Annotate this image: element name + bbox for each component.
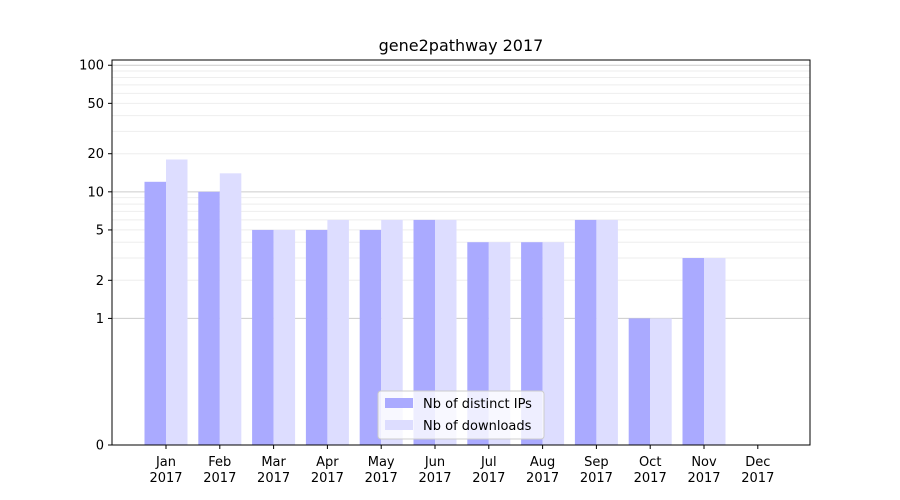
plot-frame	[111, 59, 811, 446]
bar-distinct-ips-nov	[682, 258, 704, 445]
bar-downloads-jan	[166, 159, 188, 445]
x-tick-label-month: Jul	[480, 455, 497, 470]
x-axis: Jan2017Feb2017Mar2017Apr2017May2017Jun20…	[149, 445, 774, 486]
bar-distinct-ips-jun	[413, 219, 435, 445]
x-tick-label-year: 2017	[365, 471, 398, 486]
x-tick-label-year: 2017	[526, 471, 559, 486]
legend-swatch-distinct-ips	[385, 398, 413, 408]
x-tick-label-month: Dec	[745, 455, 770, 470]
x-tick-label-month: May	[368, 455, 395, 470]
x-tick-label-month: Jan	[155, 455, 176, 470]
bar-downloads-sep	[596, 219, 618, 445]
bar-distinct-ips-mar	[252, 229, 274, 445]
bar-downloads-may	[381, 219, 403, 445]
x-tick-label-month: Sep	[584, 455, 609, 470]
legend-box	[377, 390, 545, 440]
bar-downloads-nov	[704, 258, 726, 445]
x-tick-label-year: 2017	[634, 471, 667, 486]
x-tick-label-month: Oct	[639, 455, 661, 470]
x-tick-label-month: Nov	[691, 455, 717, 470]
x-tick-label-year: 2017	[472, 471, 505, 486]
y-tick-label: 100	[79, 59, 104, 74]
bar-distinct-ips-apr	[305, 229, 328, 445]
y-tick-label: 1	[96, 312, 104, 327]
bar-distinct-ips-feb	[198, 191, 220, 445]
x-tick-label-year: 2017	[580, 471, 613, 486]
bar-downloads-oct	[650, 318, 672, 445]
bar-downloads-aug	[542, 242, 565, 445]
x-tick-label-year: 2017	[257, 471, 290, 486]
bar-distinct-ips-oct	[628, 318, 651, 445]
bar-downloads-feb	[219, 173, 242, 445]
y-tick-label: 10	[87, 185, 104, 200]
x-tick-label-year: 2017	[149, 471, 182, 486]
y-tick-label: 2	[96, 274, 104, 289]
legend: Nb of distinct IPs Nb of downloads	[377, 390, 545, 440]
x-tick-label-month: Feb	[208, 455, 231, 470]
bar-downloads-jun	[435, 219, 457, 445]
y-tick-label: 50	[87, 97, 104, 112]
bar-distinct-ips-may	[359, 229, 382, 445]
legend-swatch-downloads	[385, 420, 413, 430]
bar-distinct-ips-jan	[144, 181, 166, 445]
x-tick-label-year: 2017	[203, 471, 236, 486]
y-axis: 0 1 2 5 10 20 50 100	[79, 59, 112, 454]
bar-downloads-apr	[327, 219, 349, 445]
y-tick-label: 20	[87, 147, 104, 162]
bars	[144, 159, 726, 445]
legend-label-downloads: Nb of downloads	[423, 419, 532, 434]
chart-title: gene2pathway 2017	[379, 36, 544, 55]
x-tick-label-month: Jun	[424, 455, 445, 470]
x-tick-label-year: 2017	[418, 471, 451, 486]
x-tick-label-month: Apr	[316, 455, 339, 470]
x-tick-label-year: 2017	[741, 471, 774, 486]
bar-downloads-mar	[273, 229, 296, 445]
bar-distinct-ips-sep	[574, 219, 597, 445]
x-tick-label-month: Aug	[530, 455, 555, 470]
y-tick-label: 5	[96, 223, 104, 238]
y-tick-label: 0	[96, 439, 104, 454]
x-tick-label-month: Mar	[261, 455, 286, 470]
legend-label-distinct-ips: Nb of distinct IPs	[423, 397, 532, 412]
x-tick-label-year: 2017	[311, 471, 344, 486]
x-tick-label-year: 2017	[687, 471, 720, 486]
